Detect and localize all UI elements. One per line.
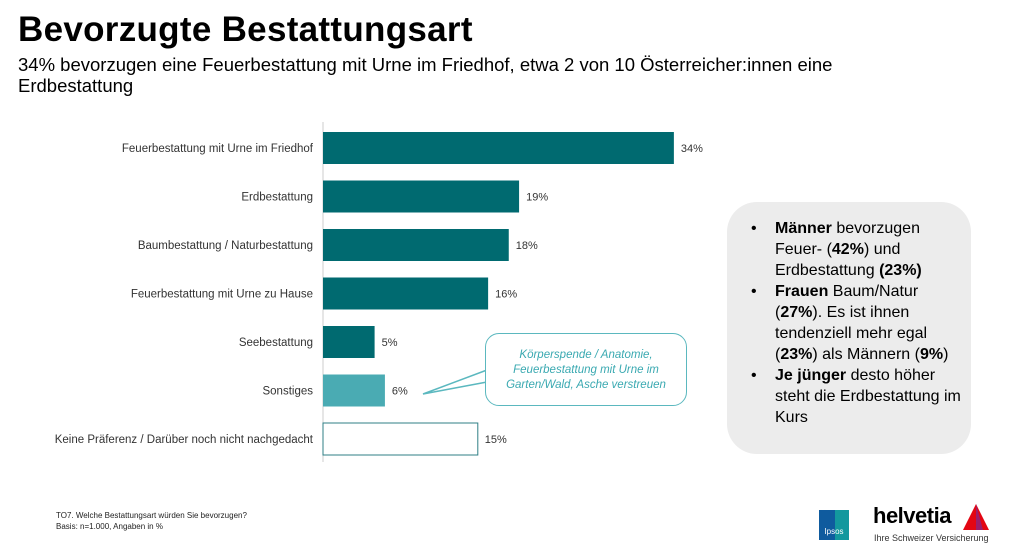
bar [323, 180, 520, 213]
helvetia-tagline: Ihre Schweizer Versicherung [874, 533, 989, 543]
footnote: TO7. Welche Bestattungsart würden Sie be… [56, 510, 247, 532]
helvetia-logo: helvetia [873, 503, 951, 528]
data-label: 6% [392, 386, 408, 398]
data-label: 34% [681, 143, 703, 155]
data-label: 5% [382, 337, 398, 349]
category-label: Baumbestattung / Naturbestattung [138, 240, 313, 252]
helvetia-triangle-icon [963, 504, 989, 530]
category-label: Seebestattung [239, 337, 313, 349]
page-subtitle: 34% bevorzugen eine Feuerbestattung mit … [18, 54, 833, 96]
callout-pointer [422, 369, 488, 395]
bar [323, 374, 385, 407]
bar [323, 132, 674, 164]
category-label: Erdbestattung [241, 192, 313, 204]
insight-item: Frauen Baum/Natur (27%). Es ist ihnen te… [751, 281, 961, 365]
bar [323, 229, 509, 261]
insight-item: Je jünger desto höher steht die Erdbesta… [751, 365, 961, 428]
bar [323, 277, 489, 310]
data-label: 15% [485, 434, 507, 446]
footnote-basis: Basis: n=1.000, Angaben in % [56, 522, 163, 531]
annotation-callout: Körperspende / Anatomie, Feuerbestattung… [485, 333, 687, 406]
page-title: Bevorzugte Bestattungsart [18, 10, 473, 49]
data-label: 18% [516, 240, 538, 252]
data-label: 19% [526, 192, 548, 204]
category-label: Sonstiges [262, 386, 313, 398]
footnote-question: TO7. Welche Bestattungsart würden Sie be… [56, 511, 247, 520]
insight-item: Männer bevorzugen Feuer- (42%) und Erdbe… [751, 218, 961, 281]
bar [323, 326, 375, 358]
category-label: Feuerbestattung mit Urne zu Hause [131, 289, 313, 301]
bar [322, 422, 479, 456]
ipsos-logo: Ipsos [819, 510, 849, 540]
data-label: 16% [495, 289, 517, 301]
category-label: Feuerbestattung mit Urne im Friedhof [122, 143, 314, 155]
insights-box: Männer bevorzugen Feuer- (42%) und Erdbe… [727, 202, 971, 454]
category-label: Keine Präferenz / Darüber noch nicht nac… [55, 434, 314, 446]
